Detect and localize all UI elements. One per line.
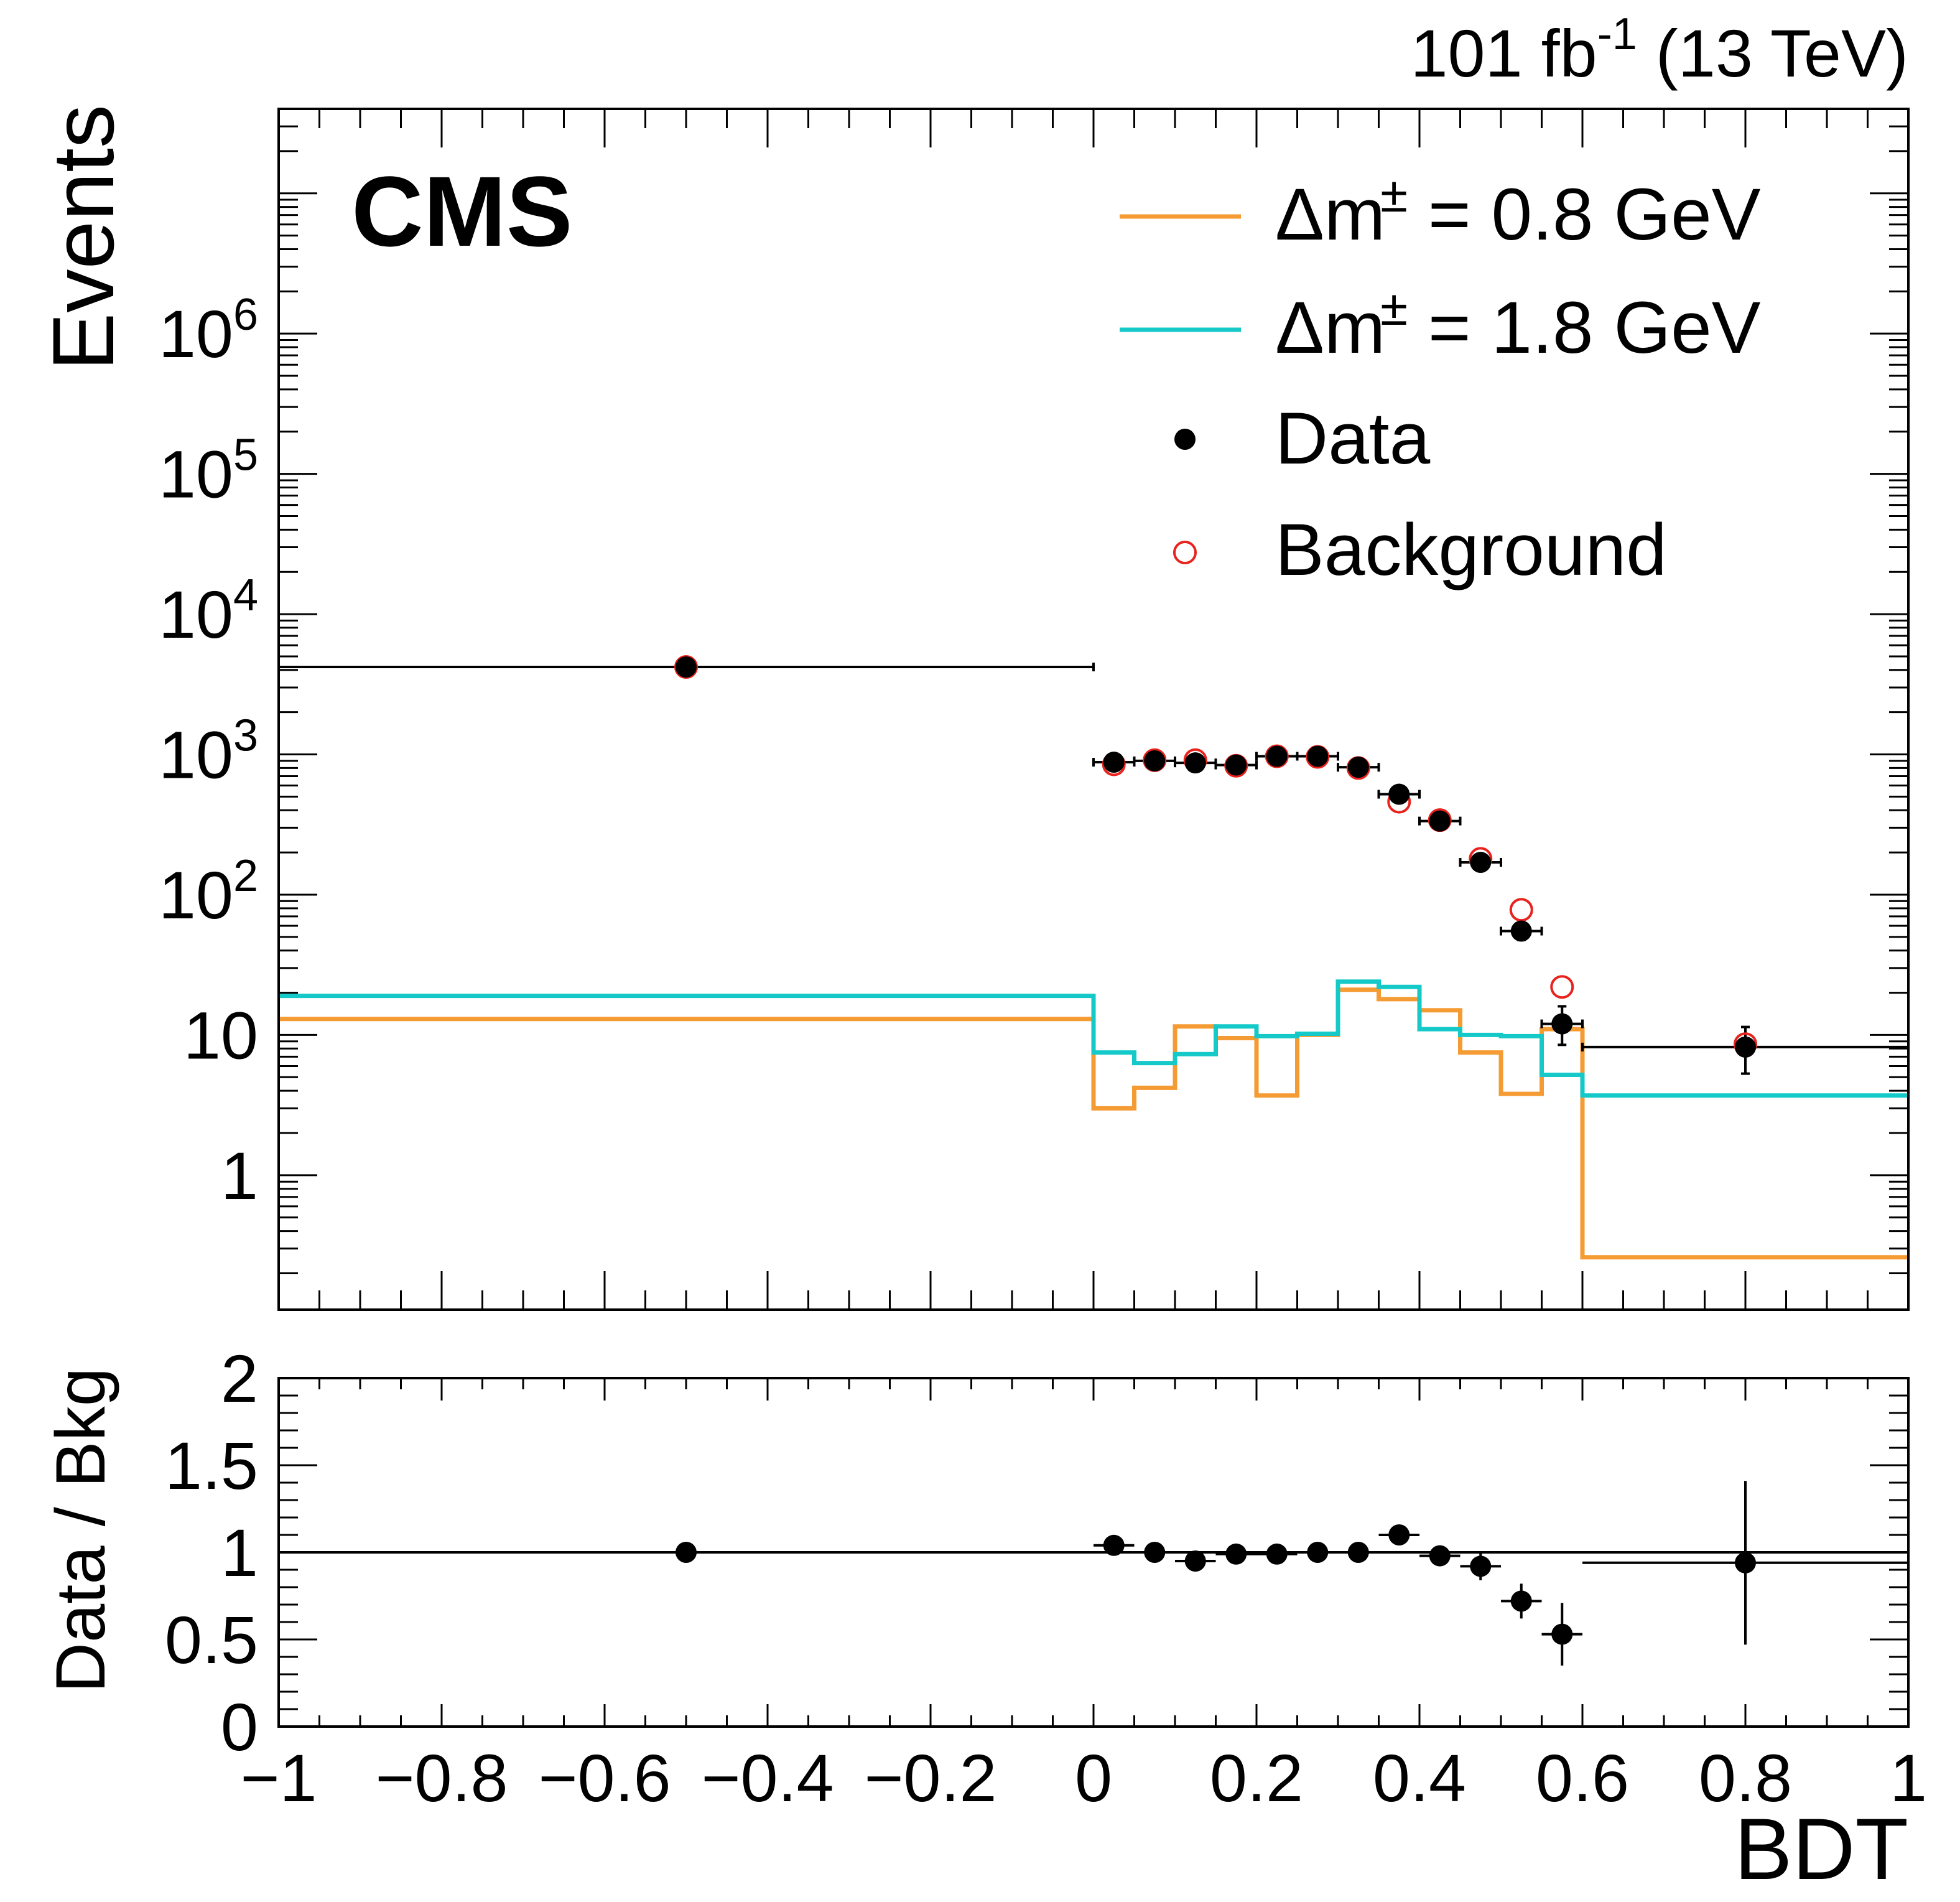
legend-label-signal-08-sup: ± <box>1380 167 1408 222</box>
ratio-series <box>279 1481 1908 1666</box>
x-tick-label: −0.6 <box>538 1740 671 1816</box>
x-tick-label: 0.2 <box>1210 1740 1303 1816</box>
ratio-y-tick-label: 0 <box>221 1689 258 1764</box>
main-y-tick-label-exp: 4 <box>233 571 258 620</box>
legend-label-background: Background <box>1275 509 1667 591</box>
legend-label-signal-08-value: = 0.8 GeV <box>1408 174 1761 256</box>
legend-label-signal-18-value: = 1.8 GeV <box>1408 287 1761 369</box>
ratio-point <box>676 1542 697 1563</box>
ratio-point <box>1388 1524 1410 1545</box>
data-point <box>1184 752 1206 774</box>
background-point <box>1509 898 1533 922</box>
legend-label-signal-18: Δm± = 1.8 GeV <box>1275 280 1761 369</box>
main-y-tick-label-base: 10 <box>159 717 233 793</box>
main-y-axis-label: Events <box>34 105 132 371</box>
main-y-tick-label-base: 10 <box>159 857 233 933</box>
main-y-tick-label-base: 10 <box>159 577 233 652</box>
ratio-point <box>1429 1545 1451 1567</box>
legend-label-signal-18-sup: ± <box>1380 280 1408 335</box>
x-axis-label: BDT <box>1734 1800 1908 1898</box>
x-tick-label: −0.8 <box>375 1740 508 1816</box>
main-y-tick-label: 104 <box>159 571 258 652</box>
ratio-point <box>1307 1542 1329 1563</box>
data-point <box>1266 745 1288 767</box>
legend-marker-data <box>1174 429 1196 450</box>
ratio-point <box>1551 1623 1573 1645</box>
ratio-point <box>1470 1555 1492 1577</box>
x-tick-label: 0 <box>1075 1740 1112 1816</box>
legend-label-signal-08: Δm± = 0.8 GeV <box>1275 167 1761 256</box>
legend: Δm± = 0.8 GeV Δm± = 1.8 GeV Data Backgro… <box>1120 167 1761 591</box>
main-y-tick-label: 1 <box>221 1138 258 1213</box>
x-tick-label: −1 <box>240 1740 317 1816</box>
main-y-tick-label-exp: 5 <box>233 431 258 480</box>
data-point <box>1225 754 1247 776</box>
ratio-point <box>1103 1534 1125 1556</box>
lumi-label: 101 fb-1 (13 TeV) <box>1410 9 1908 91</box>
data-point <box>676 656 697 678</box>
lumi-energy: (13 TeV) <box>1637 16 1908 91</box>
lumi-exponent: -1 <box>1597 9 1637 59</box>
main-y-tick-label-base: 1 <box>221 1138 258 1213</box>
legend-label-data: Data <box>1275 398 1431 480</box>
x-tick-label: −0.2 <box>864 1740 996 1816</box>
legend-label-signal-08-name: Δm <box>1275 174 1385 256</box>
x-tick-labels: −1 −0.8 −0.6 −0.4 −0.2 0 0.2 0.4 0.6 0.8 1 <box>240 1740 1927 1816</box>
ratio-point <box>1266 1543 1288 1565</box>
main-y-tick-label: 102 <box>159 851 258 933</box>
main-y-tick-label-base: 10 <box>159 296 233 371</box>
ratio-plot: 0 0.5 1 1.5 2 −1 −0.8 −0.6 −0.4 −0.2 0 0.2 0.4 0.6 0.… <box>165 1341 1927 1816</box>
lumi-value: 101 fb <box>1410 16 1597 91</box>
main-y-tick-label-exp: 3 <box>233 711 258 761</box>
x-tick-label: −0.4 <box>701 1740 834 1816</box>
main-plot-frame <box>277 108 1910 1311</box>
ratio-point <box>1735 1552 1756 1573</box>
main-y-tick-label-base: 10 <box>183 997 258 1073</box>
x-tick-label: 0.4 <box>1373 1740 1466 1816</box>
ratio-point <box>1510 1590 1532 1612</box>
ratio-y-tick-labels: 0 0.5 1 1.5 2 <box>165 1341 258 1764</box>
ratio-y-tick-label: 1.5 <box>165 1428 258 1503</box>
data-point <box>1307 745 1329 767</box>
data-point <box>1103 752 1125 773</box>
data-point <box>1470 852 1492 874</box>
legend-marker-background <box>1173 541 1197 564</box>
main-y-tick-label: 103 <box>159 711 258 793</box>
main-series <box>277 655 1910 1260</box>
ratio-y-tick-label: 0.5 <box>165 1602 258 1677</box>
ratio-point <box>1347 1542 1369 1563</box>
data-point <box>1144 750 1166 772</box>
ratio-y-tick-label: 2 <box>221 1341 258 1416</box>
ratio-point <box>1225 1543 1247 1565</box>
ratio-point <box>1184 1550 1206 1572</box>
legend-label-signal-18-name: Δm <box>1275 287 1385 369</box>
main-y-tick-label-base: 10 <box>159 437 233 512</box>
x-tick-label: 0.6 <box>1536 1740 1629 1816</box>
x-tick-label: 1 <box>1890 1740 1927 1816</box>
main-axis-ticks <box>277 108 1910 1310</box>
main-y-tick-label: 106 <box>159 290 258 371</box>
ratio-y-tick-label: 1 <box>221 1515 258 1590</box>
main-y-tick-label-exp: 2 <box>233 851 258 901</box>
main-y-tick-label: 105 <box>159 431 258 512</box>
data-point <box>1429 810 1451 832</box>
ratio-y-axis-label: Data / Bkg <box>42 1368 119 1693</box>
data-point <box>1388 783 1410 805</box>
cms-label: CMS <box>351 156 573 267</box>
ratio-point <box>1144 1542 1166 1563</box>
data-point <box>1735 1036 1756 1058</box>
x-tick-label: 0.8 <box>1699 1740 1792 1816</box>
data-point <box>1347 757 1369 778</box>
data-point <box>1551 1013 1573 1035</box>
data-point <box>1510 920 1532 942</box>
main-y-tick-label: 10 <box>183 997 258 1073</box>
step-line-signal_18 <box>279 979 1908 1098</box>
main-y-tick-label-exp: 6 <box>233 290 258 340</box>
background-point <box>1550 975 1574 999</box>
ratio-plot-frame <box>277 1377 1910 1728</box>
